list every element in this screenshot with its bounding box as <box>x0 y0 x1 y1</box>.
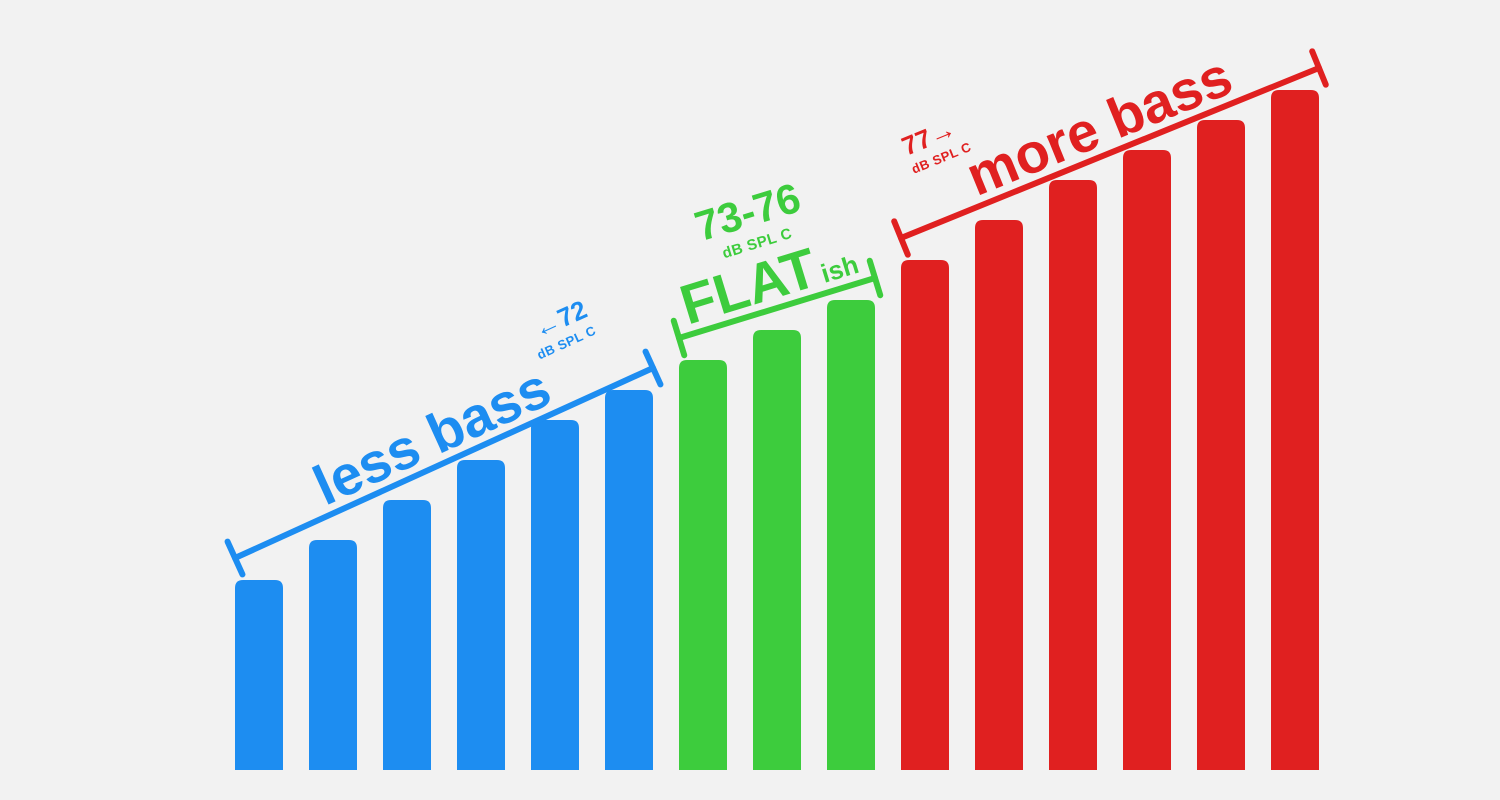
bar <box>1049 180 1097 770</box>
bar <box>1123 150 1171 770</box>
bar <box>531 420 579 770</box>
bar <box>235 580 283 770</box>
bar <box>1197 120 1245 770</box>
bar <box>901 260 949 770</box>
bar <box>309 540 357 770</box>
bass-chart: less bass←72dB SPL CFLATish73-76dB SPL C… <box>0 0 1500 800</box>
bar <box>605 390 653 770</box>
bar <box>383 500 431 770</box>
bar <box>975 220 1023 770</box>
bar <box>457 460 505 770</box>
bar <box>827 300 875 770</box>
bar <box>1271 90 1319 770</box>
bar <box>753 330 801 770</box>
bar <box>679 360 727 770</box>
